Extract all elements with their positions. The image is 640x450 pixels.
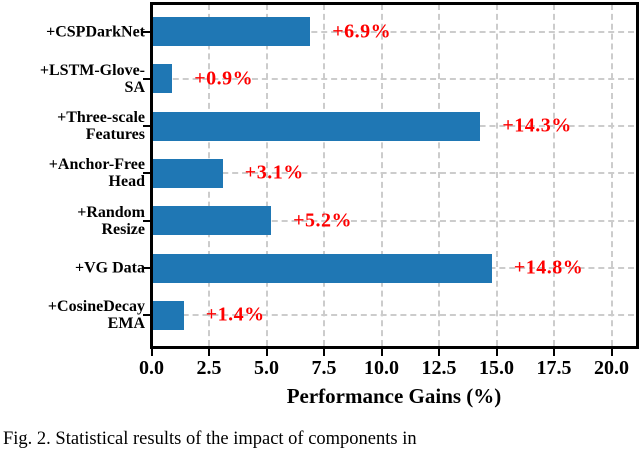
x-axis-label: Performance Gains (%) [244, 384, 544, 409]
category-label-line: +VG Data [0, 260, 145, 277]
x-axis-tick [208, 349, 210, 356]
bar-value-label: +5.2% [293, 209, 352, 232]
x-axis-tick [266, 349, 268, 356]
grid-line-vertical [496, 4, 498, 346]
y-axis-tick [143, 31, 150, 33]
grid-line-vertical [381, 4, 383, 346]
x-axis-tick [381, 349, 383, 356]
y-axis-tick [143, 314, 150, 316]
x-tick-label: 2.5 [177, 357, 241, 380]
y-axis-tick [143, 172, 150, 174]
category-label-line: +Anchor-Free [0, 156, 145, 173]
bar [153, 254, 492, 283]
x-axis-tick [151, 349, 153, 356]
category-label: +LSTM-Glove-SA [0, 62, 145, 96]
x-tick-label: 17.5 [522, 357, 586, 380]
bar-value-label: +14.8% [514, 257, 583, 280]
plot-border [150, 2, 639, 349]
grid-line-vertical [611, 4, 613, 346]
category-label-line: SA [0, 79, 145, 96]
grid-line-vertical [323, 4, 325, 346]
bar-value-label: +1.4% [206, 304, 265, 327]
category-label-line: Head [0, 173, 145, 190]
category-label-line: EMA [0, 315, 145, 332]
bar-value-label: +0.9% [194, 67, 253, 90]
figure: +6.9% +CSPDarkNet +0.9% +LSTM-Glove-SA +14.3… [0, 0, 640, 440]
x-tick-label: 10.0 [350, 357, 414, 380]
category-label-line: +Random [0, 204, 145, 221]
x-axis-tick [438, 349, 440, 356]
x-axis-tick [611, 349, 613, 356]
x-axis-tick [553, 349, 555, 356]
bar-value-label: +14.3% [502, 115, 571, 138]
grid-line-vertical [553, 4, 555, 346]
bar [153, 301, 184, 330]
x-tick-label: 15.0 [465, 357, 529, 380]
category-label-line: Resize [0, 221, 145, 238]
x-axis-tick [323, 349, 325, 356]
category-label-line: +Three-scale [0, 109, 145, 126]
bar [153, 17, 310, 46]
category-label-line: Features [0, 126, 145, 143]
bar-value-label: +6.9% [332, 20, 391, 43]
y-axis-tick [143, 267, 150, 269]
category-label-line: +LSTM-Glove- [0, 62, 145, 79]
category-label: +VG Data [0, 260, 145, 277]
category-label-line: +CosineDecay [0, 298, 145, 315]
x-tick-label: 5.0 [235, 357, 299, 380]
grid-line-horizontal [153, 172, 634, 174]
bar [153, 112, 480, 141]
category-label-line: +CSPDarkNet [0, 23, 145, 40]
bar [153, 159, 223, 188]
bar [153, 206, 271, 235]
y-axis-tick [143, 78, 150, 80]
x-tick-label: 0.0 [120, 357, 184, 380]
category-label: +CSPDarkNet [0, 23, 145, 40]
bar-value-label: +3.1% [245, 162, 304, 185]
bar [153, 64, 172, 93]
x-tick-label: 20.0 [580, 357, 640, 380]
x-tick-label: 12.5 [407, 357, 471, 380]
grid-line-vertical [438, 4, 440, 346]
y-axis-tick [143, 220, 150, 222]
x-tick-label: 7.5 [292, 357, 356, 380]
x-axis-tick [496, 349, 498, 356]
y-axis-tick [143, 125, 150, 127]
